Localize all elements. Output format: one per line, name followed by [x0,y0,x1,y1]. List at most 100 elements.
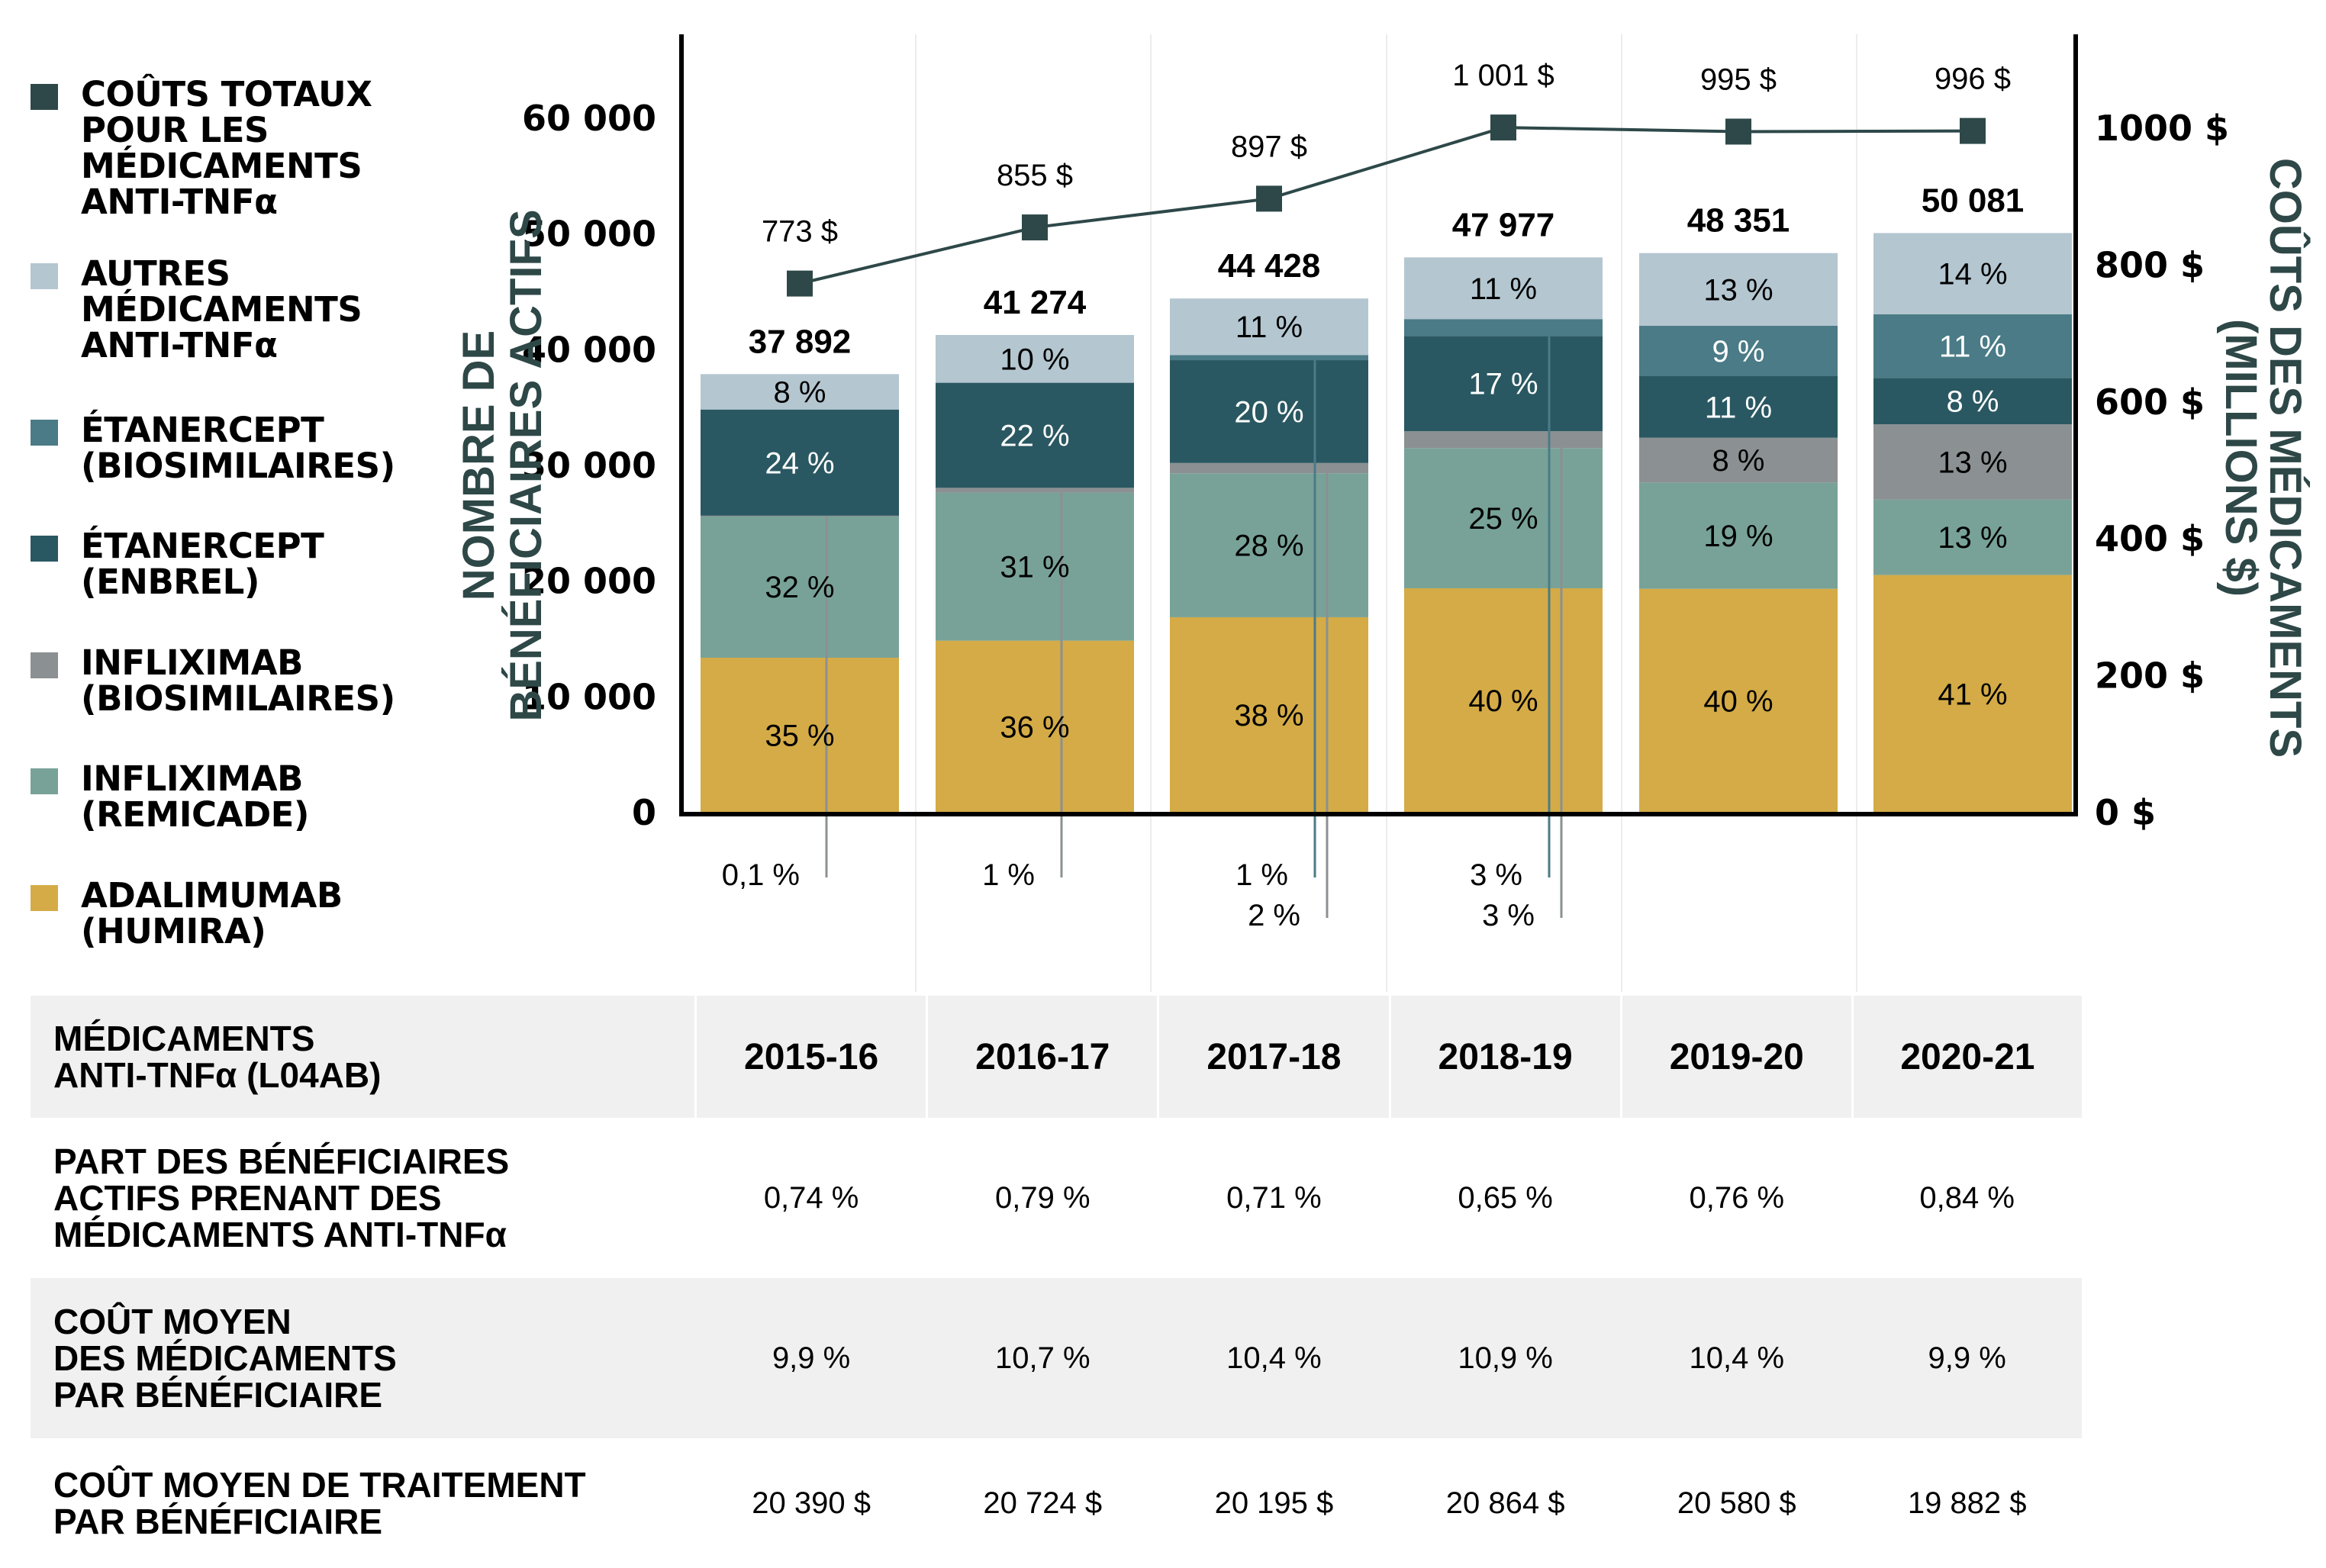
legend-item-infliximab-biosimilars: INFLIXIMAB (BIOSIMILAIRES) [31,645,395,716]
segment-label: 31 % [1000,551,1069,584]
left-axis-tick-label: 10 000 [522,676,656,717]
bar-segment [1170,473,1368,617]
segment-label: 36 % [1000,710,1069,744]
segment-label: 40 % [1468,684,1538,718]
legend-item-adalimumab-humira: ADALIMUMAB (HUMIRA) [31,877,343,949]
segment-label: 38 % [1234,699,1303,732]
legend-label: COÛTS TOTAUX POUR LES MÉDICAMENTS ANTI-T… [81,74,372,222]
legend-swatch-etanercept-biosimilars [31,420,58,446]
table-cell: 10,4 % [1158,1278,1390,1438]
left-axis-tick-label: 40 000 [522,329,656,370]
segment-label: 13 % [1703,273,1773,307]
cost-marker [1256,185,1282,212]
segment-label: 22 % [1000,419,1069,452]
table-cell: 20 864 $ [1445,1486,1565,1520]
bar-segment [1170,360,1368,463]
row-label: PART DES BÉNÉFICIAIRES ACTIFS PRENANT DE… [53,1141,510,1254]
bar-segment [1873,424,2072,500]
callout-label: 0,1 % [722,858,800,892]
table-row: PART DES BÉNÉFICIAIRES ACTIFS PRENANT DE… [31,1118,2082,1278]
table-header-label: MÉDICAMENTS ANTI-TNFα (L04AB) [31,996,696,1118]
callout-label: 3 % [1482,899,1535,932]
cost-marker [787,270,813,297]
bar-segment [1170,462,1368,474]
bar-segment [936,492,1134,641]
bar-segment [1639,437,1838,483]
callout-lines [825,327,1563,918]
table-header-year: 2019-20 [1619,996,1853,1118]
row-label: COÛT MOYEN DE TRAITEMENT PAR BÉNÉFICIAIR… [53,1465,586,1541]
cost-marker [1022,214,1048,241]
cost-label: 897 $ [1231,130,1307,163]
segment-label: 19 % [1703,520,1773,553]
legend-label: AUTRES MÉDICAMENTS ANTI-TNFα [81,253,362,365]
left-axis-tick-label: 50 000 [522,214,656,255]
legend-swatch-infliximab-remicade [31,768,58,794]
segment-label: 8 % [1947,385,1999,419]
table-cell: 0,84 % [1919,1180,2015,1215]
table-cell: 20 580 $ [1677,1486,1796,1520]
bar-segment [1170,617,1368,813]
segment-label: 20 % [1234,395,1303,429]
cost-marker [1490,114,1516,141]
table-cell: 9,9 % [695,1278,927,1438]
table-header-year: 2015-16 [694,996,927,1118]
table-header-year: 2017-18 [1157,996,1390,1118]
bar-segment [1404,448,1603,588]
bar-segment [1404,588,1603,813]
cost-label: 1 001 $ [1452,59,1554,92]
bar-segment [1170,355,1368,361]
table-cell: 10,9 % [1390,1278,1622,1438]
callout-labels: 0,1 % 1 % 1 % 2 % 3 % 3 % [722,858,1535,932]
bar-segment [701,658,899,813]
cost-label: 855 $ [997,159,1073,192]
left-axis-tick-label: 30 000 [522,445,656,486]
table-cell: 0,74 % [763,1180,859,1215]
legend-item-other-anti-tnf: AUTRES MÉDICAMENTS ANTI-TNFα [31,256,362,363]
cost-label: 773 $ [762,215,838,249]
callout-label: 2 % [1248,899,1300,932]
legend-label: ÉTANERCEPT (ENBREL) [81,526,324,602]
table-cell: 0,65 % [1458,1180,1553,1215]
legend-label: ADALIMUMAB (HUMIRA) [81,875,343,951]
left-axis-ticks: 0 10 000 20 000 30 000 40 000 50 000 60 000 [522,98,656,833]
callout-label: 3 % [1470,858,1522,892]
legend-item-etanercept-enbrel: ÉTANERCEPT (ENBREL) [31,528,324,600]
right-axis-tick-label: 400 $ [2095,518,2205,559]
table-header-row: MÉDICAMENTS ANTI-TNFα (L04AB) 2015-16 20… [31,996,2082,1118]
left-axis-title-line: NOMBRE DE [454,330,504,600]
table-cell: 0,76 % [1689,1180,1785,1215]
segment-label: 25 % [1468,502,1538,536]
right-axis-tick-label: 0 $ [2095,792,2156,833]
segment-label: 11 % [1705,391,1772,424]
bar-segment [701,515,899,517]
cost-marker [1960,118,1986,144]
bar-total-labels: 37 892 41 274 44 428 47 977 48 351 50 081 [749,182,2025,360]
segment-label: 8 % [1712,444,1765,478]
segment-label: 11 % [1235,311,1303,344]
table-cell: 10,4 % [1621,1278,1853,1438]
bar-segment [1404,319,1603,336]
callout-label: 1 % [1235,858,1288,892]
table-cell: 20 390 $ [752,1486,871,1520]
bar-segment [936,382,1134,488]
table-cell: 20 195 $ [1214,1486,1334,1520]
bar-segment [936,488,1134,493]
legend-swatch-adalimumab-humira [31,885,58,911]
legend-swatch-other-anti-tnf [31,263,58,289]
bar-segment [701,516,899,658]
bar-segment [936,335,1134,383]
bar-segment [1170,298,1368,356]
left-axis-title-line: BÉNÉFICIAIRES ACTIFS [501,209,551,721]
left-axis-title: NOMBRE DEBÉNÉFICIAIRES ACTIFS [454,209,551,721]
table-row: COÛT MOYEN DE TRAITEMENT PAR BÉNÉFICIAIR… [31,1438,2082,1568]
segment-label: 17 % [1468,368,1538,401]
table-header-year: 2016-17 [926,996,1158,1118]
segment-label: 9 % [1712,335,1765,369]
column-separators [915,34,1857,992]
axes [679,34,2078,816]
segment-label: 28 % [1234,530,1303,563]
legend-item-total-costs: COÛTS TOTAUX POUR LES MÉDICAMENTS ANTI-T… [31,76,372,220]
bar-segment [1404,336,1603,432]
bar-segment [1404,431,1603,449]
